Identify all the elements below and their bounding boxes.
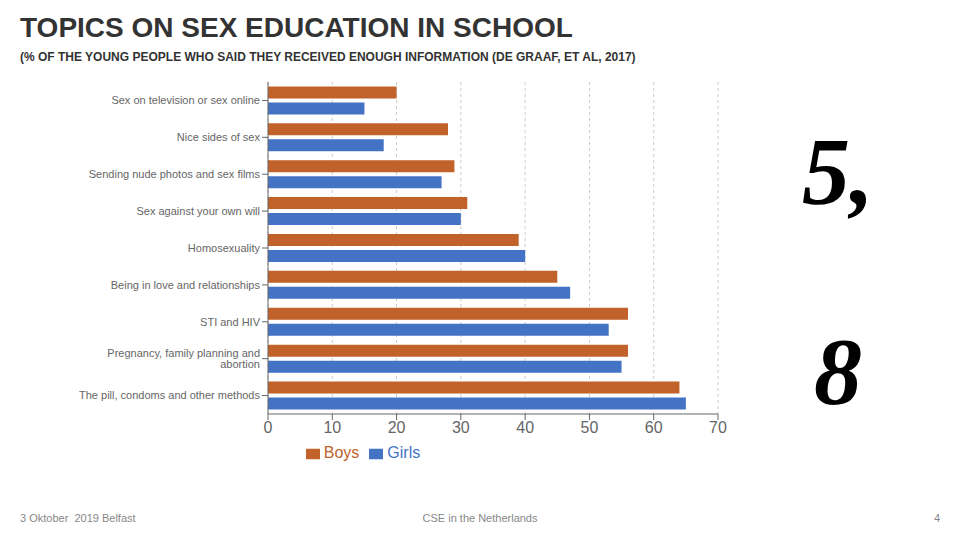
html-text:(% OF THE YOUNG PEOPLE WHO SAI: (% OF THE YOUNG PEOPLE WHO SAID THEY REC… <box>20 50 636 64</box>
svg-text:60: 60 <box>645 419 663 436</box>
svg-text:Sex against your own will: Sex against your own will <box>136 205 260 217</box>
svg-text:Homosexuality: Homosexuality <box>188 242 261 254</box>
svg-text:40: 40 <box>516 419 534 436</box>
html-text:Boys: Boys <box>323 444 360 461</box>
svg-text:Being in love and relationship: Being in love and relationships <box>111 279 261 291</box>
html-text:CSE in the Netherlands: CSE in the Netherlands <box>422 512 538 524</box>
svg-text:70: 70 <box>709 419 727 436</box>
svg-text:0: 0 <box>264 419 273 436</box>
svg-text:50: 50 <box>581 419 599 436</box>
html-text:TOPICS ON SEX EDUCATION IN SCH: TOPICS ON SEX EDUCATION IN SCHOOL <box>20 12 573 43</box>
svg-text:Sending nude photos and sex fi: Sending nude photos and sex films <box>89 168 261 180</box>
svg-text:STI and HIV: STI and HIV <box>200 316 261 328</box>
html-text:3 Oktober 2019 Belfast: 3 Oktober 2019 Belfast <box>20 512 136 524</box>
html-text:Girls: Girls <box>387 444 421 461</box>
html-text:8: 8 <box>814 318 862 425</box>
svg-text:The pill, condoms and other me: The pill, condoms and other methods <box>79 389 260 401</box>
html-text:4: 4 <box>933 512 940 524</box>
svg-text:Pregnancy, family planning and: Pregnancy, family planning andabortion <box>107 347 260 370</box>
svg-text:Nice sides of sex: Nice sides of sex <box>177 131 261 143</box>
svg-text:10: 10 <box>323 419 341 436</box>
svg-text:30: 30 <box>452 419 470 436</box>
html-text:5,: 5, <box>802 118 874 225</box>
svg-text:20: 20 <box>388 419 406 436</box>
svg-text:Sex on television or sex onlin: Sex on television or sex online <box>111 94 260 106</box>
